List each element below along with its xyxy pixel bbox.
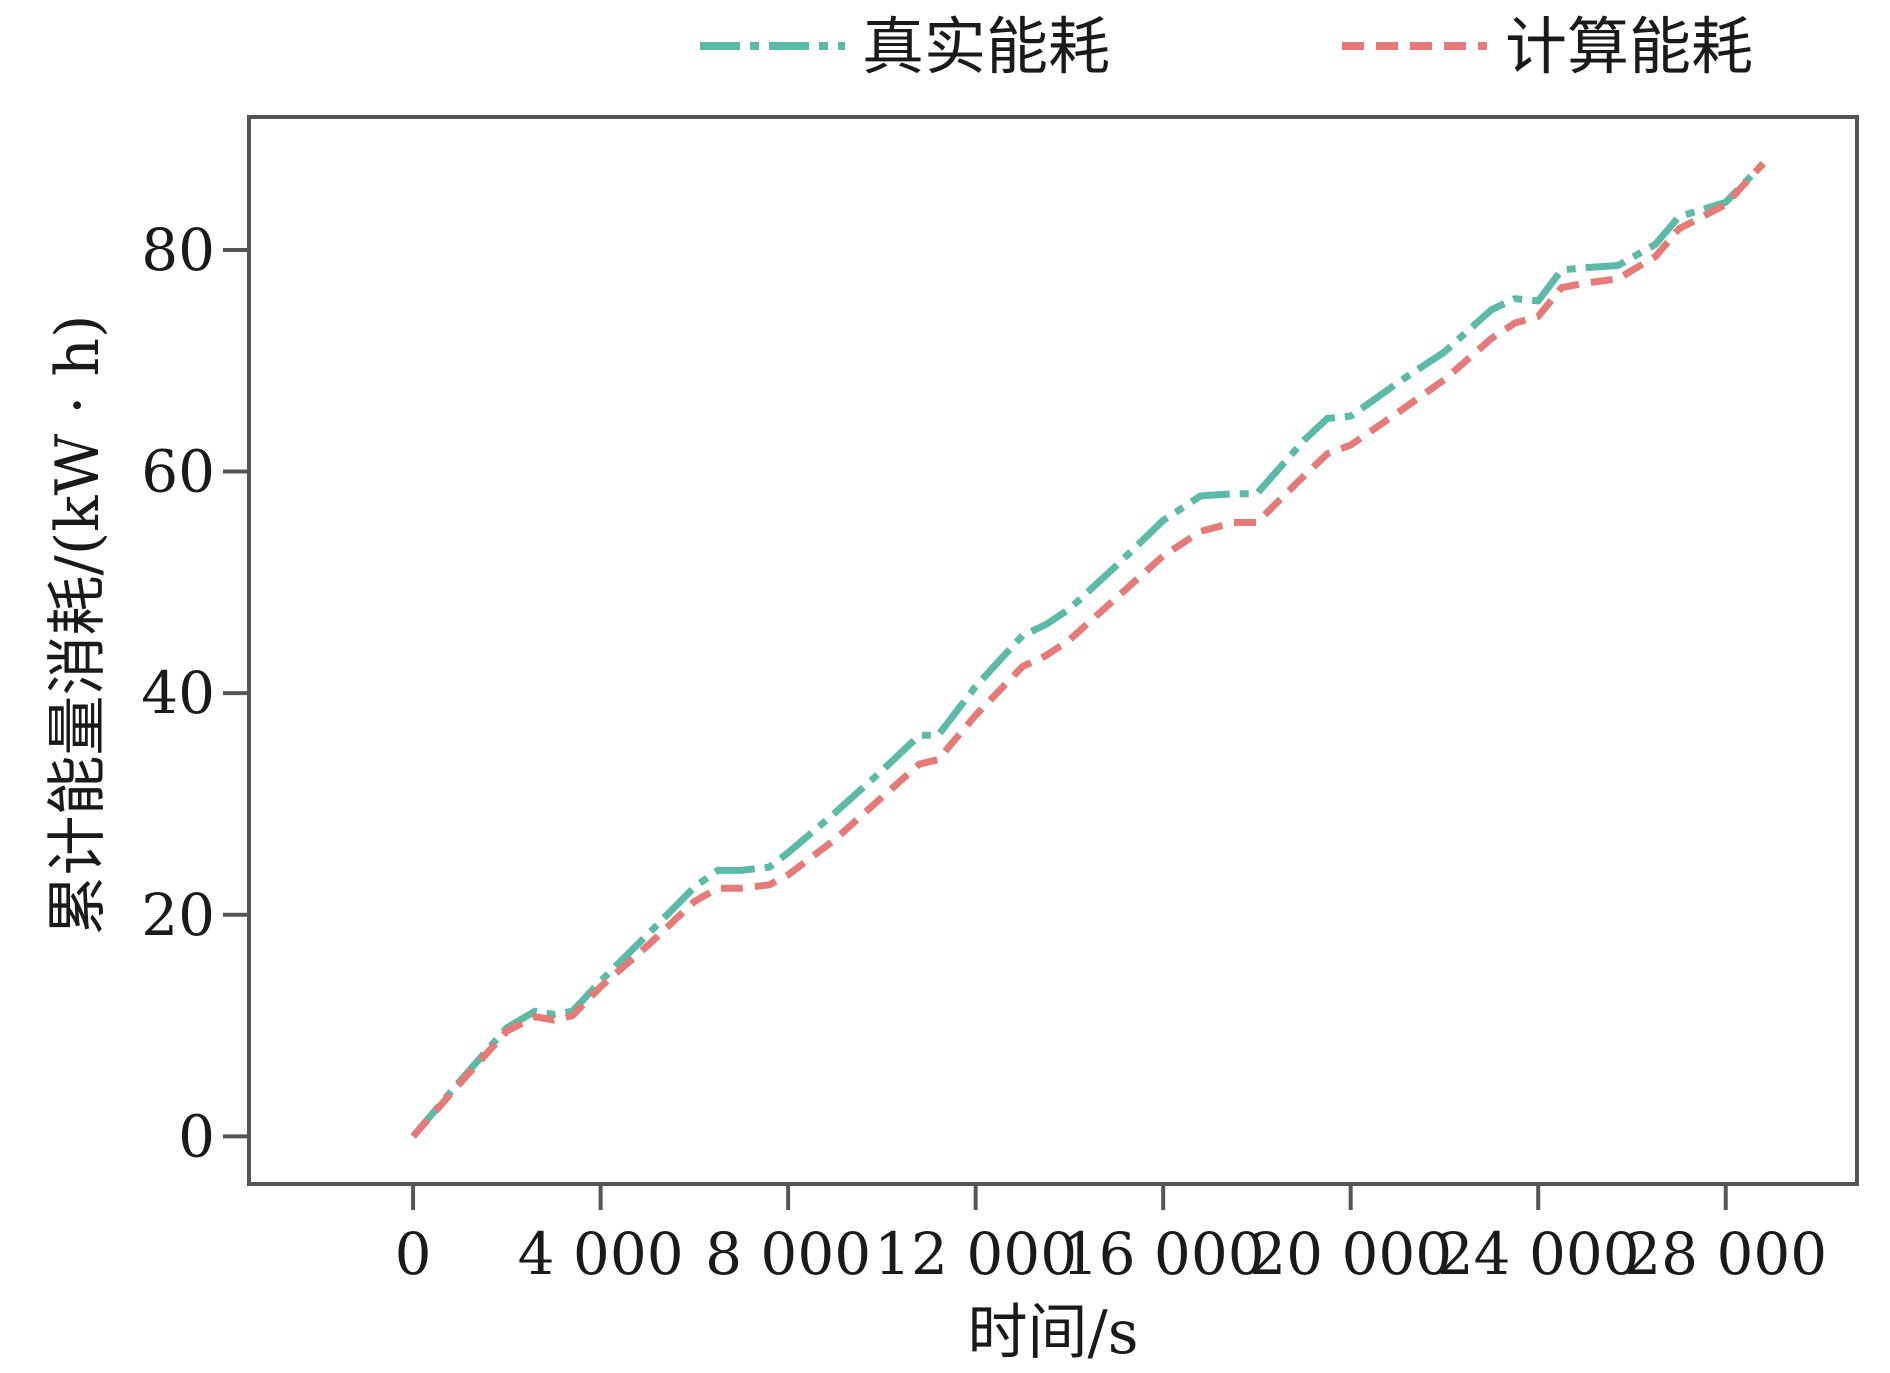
x-tick-label: 4 000 [518,1220,684,1288]
x-tick-label: 28 000 [1624,1220,1827,1288]
x-tick-label: 8 000 [705,1220,871,1288]
legend-label: 真实能耗 [862,10,1110,83]
series-layer [413,163,1763,1136]
y-axis-title: 累计能量消耗/(kW · h) [43,315,113,936]
x-axis-title: 时间/s [967,1298,1138,1368]
y-axis: 0 20 40 60 80 [141,216,249,1170]
y-tick-label: 0 [178,1102,215,1170]
legend-label: 计算能耗 [1505,10,1753,83]
legend-item: 真实能耗 [700,10,1110,83]
legend: 真实能耗 计算能耗 [700,10,1753,83]
x-tick-label: 16 000 [1062,1220,1265,1288]
x-tick-label: 20 000 [1249,1220,1452,1288]
series-0 [413,163,1763,1136]
series-line-1 [413,164,1763,1137]
y-tick-label: 80 [141,216,215,284]
y-tick-label: 60 [141,438,215,506]
x-tick-label: 24 000 [1437,1220,1640,1288]
x-tick-label: 0 [395,1220,432,1288]
x-tick-label: 12 000 [874,1220,1077,1288]
series-line-0 [413,164,1763,1137]
y-tick-label: 20 [141,881,215,949]
y-tick-label: 40 [141,659,215,727]
series-1 [413,163,1763,1136]
legend-item: 计算能耗 [1342,10,1753,83]
